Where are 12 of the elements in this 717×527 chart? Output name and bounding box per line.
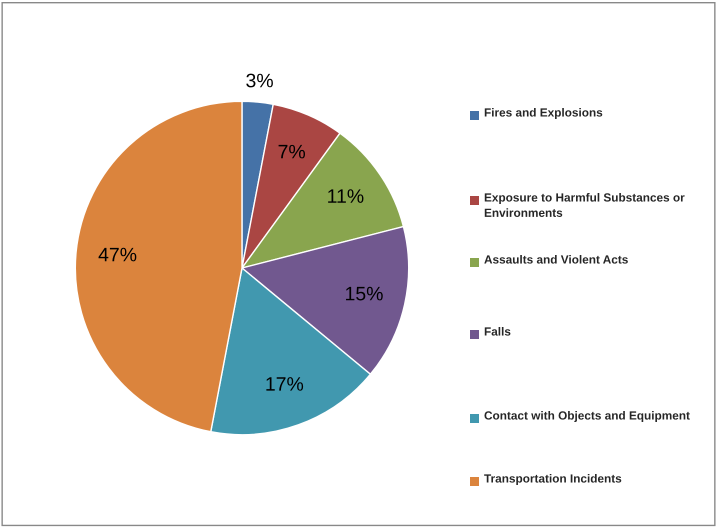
legend-label: Assaults and Violent Acts: [484, 255, 628, 264]
data-label: 11%: [328, 189, 364, 203]
data-label: 47%: [98, 248, 136, 262]
legend-label: Exposure to Harmful Substances or Environments: [484, 193, 685, 217]
data-label: 15%: [346, 286, 383, 300]
legend-label: Transportation Incidents: [484, 474, 622, 486]
legend-label: Contact with Objects and Equipment: [484, 411, 690, 422]
legend-label: Falls: [484, 327, 510, 336]
data-label: 17%: [266, 377, 304, 391]
data-label: 7%: [278, 144, 306, 158]
data-label: 3%: [246, 74, 273, 88]
legend-label: Fires and Explosions: [484, 108, 602, 120]
